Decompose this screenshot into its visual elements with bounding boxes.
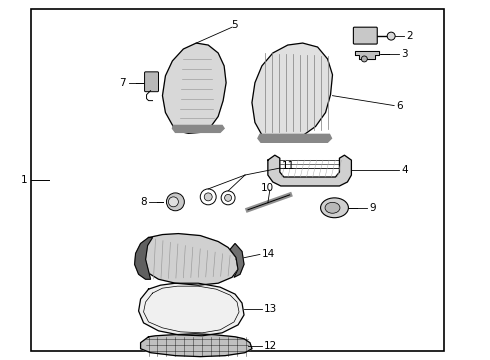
Text: 1: 1 [21,175,27,185]
Text: 11: 11 [282,161,295,171]
Text: 4: 4 [401,165,408,175]
Text: 9: 9 [369,203,376,213]
FancyBboxPatch shape [145,72,158,92]
Circle shape [387,32,395,40]
Ellipse shape [325,202,340,213]
Polygon shape [252,43,333,142]
FancyBboxPatch shape [353,27,377,44]
Polygon shape [139,283,244,336]
Text: 14: 14 [262,249,275,260]
Polygon shape [141,334,252,357]
Text: 12: 12 [264,341,277,351]
Text: 2: 2 [406,31,413,41]
Text: 5: 5 [231,20,237,30]
Polygon shape [258,134,332,142]
Circle shape [204,193,212,201]
Text: 8: 8 [140,197,147,207]
Ellipse shape [320,198,348,218]
Circle shape [224,194,232,201]
Text: 3: 3 [401,49,408,59]
Text: 13: 13 [264,304,277,314]
Circle shape [361,56,368,62]
Polygon shape [268,155,351,186]
Text: 10: 10 [261,183,274,193]
Polygon shape [141,234,238,285]
Bar [31,9,444,351]
Polygon shape [355,51,379,59]
Text: 7: 7 [119,78,125,88]
Text: 6: 6 [396,100,403,111]
Circle shape [169,197,178,207]
Polygon shape [172,125,224,132]
Polygon shape [163,43,226,133]
Polygon shape [230,243,244,277]
Circle shape [167,193,184,211]
Polygon shape [135,238,152,279]
